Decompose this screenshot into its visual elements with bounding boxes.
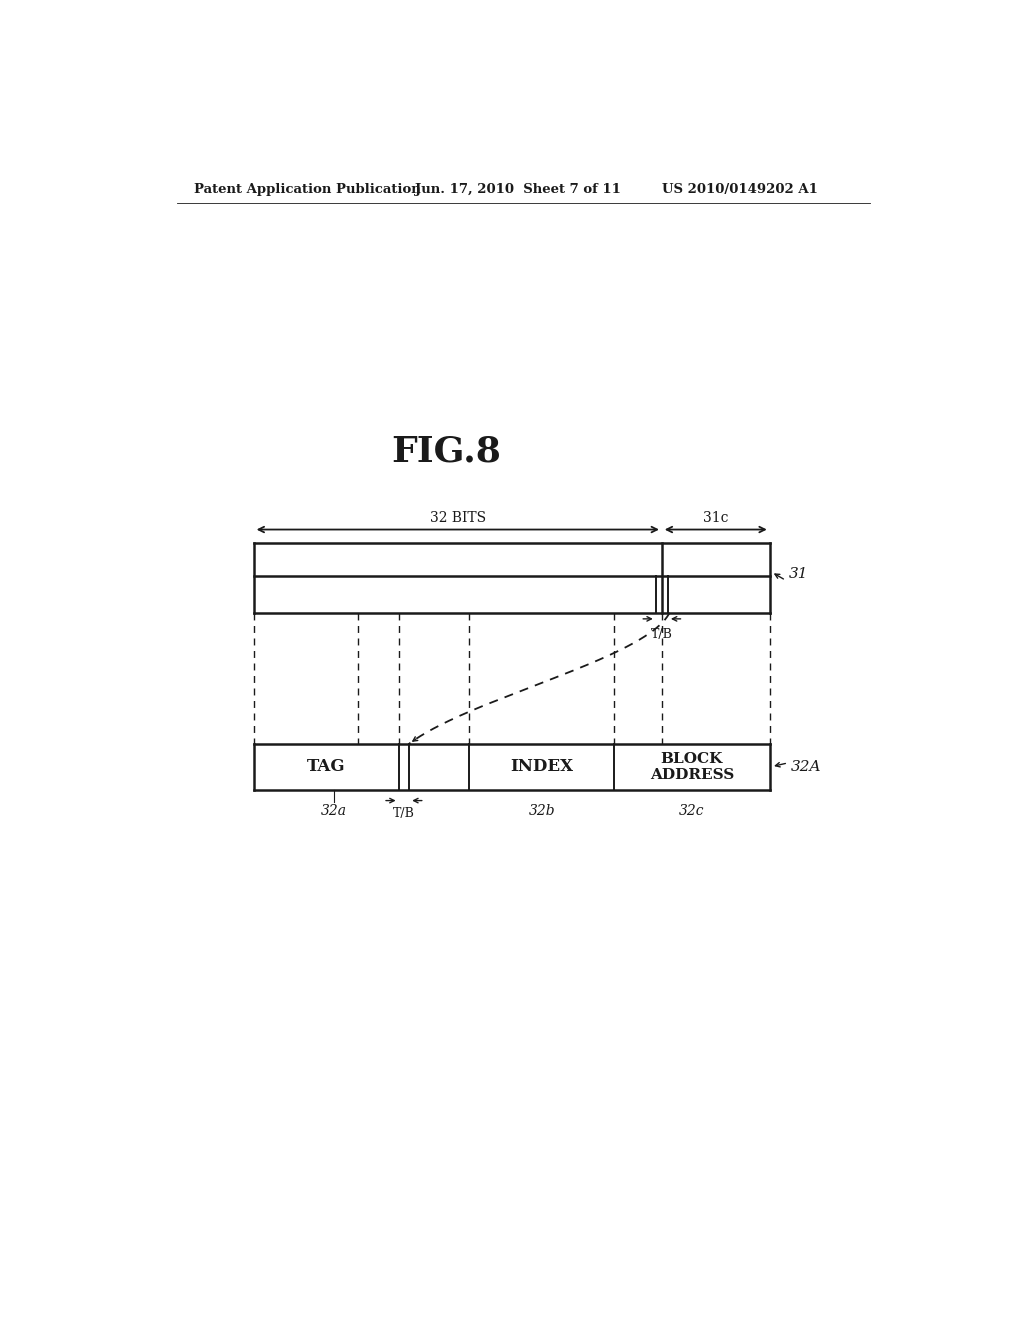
Text: 31c: 31c [703, 511, 728, 525]
Text: Patent Application Publication: Patent Application Publication [194, 182, 421, 195]
Text: T/B: T/B [393, 807, 415, 820]
Text: 32A: 32A [792, 760, 821, 774]
Text: FIG.8: FIG.8 [391, 434, 501, 469]
Text: 32a: 32a [321, 804, 347, 817]
Text: 32b: 32b [528, 804, 555, 817]
Text: T/B: T/B [651, 628, 673, 642]
Text: 31: 31 [788, 568, 808, 581]
Text: TAG: TAG [307, 758, 345, 775]
Text: BLOCK
ADDRESS: BLOCK ADDRESS [650, 751, 734, 781]
Text: US 2010/0149202 A1: US 2010/0149202 A1 [662, 182, 818, 195]
Text: INDEX: INDEX [510, 758, 573, 775]
Text: 32 BITS: 32 BITS [430, 511, 485, 525]
Text: Jun. 17, 2010  Sheet 7 of 11: Jun. 17, 2010 Sheet 7 of 11 [416, 182, 622, 195]
Text: 32c: 32c [679, 804, 705, 817]
